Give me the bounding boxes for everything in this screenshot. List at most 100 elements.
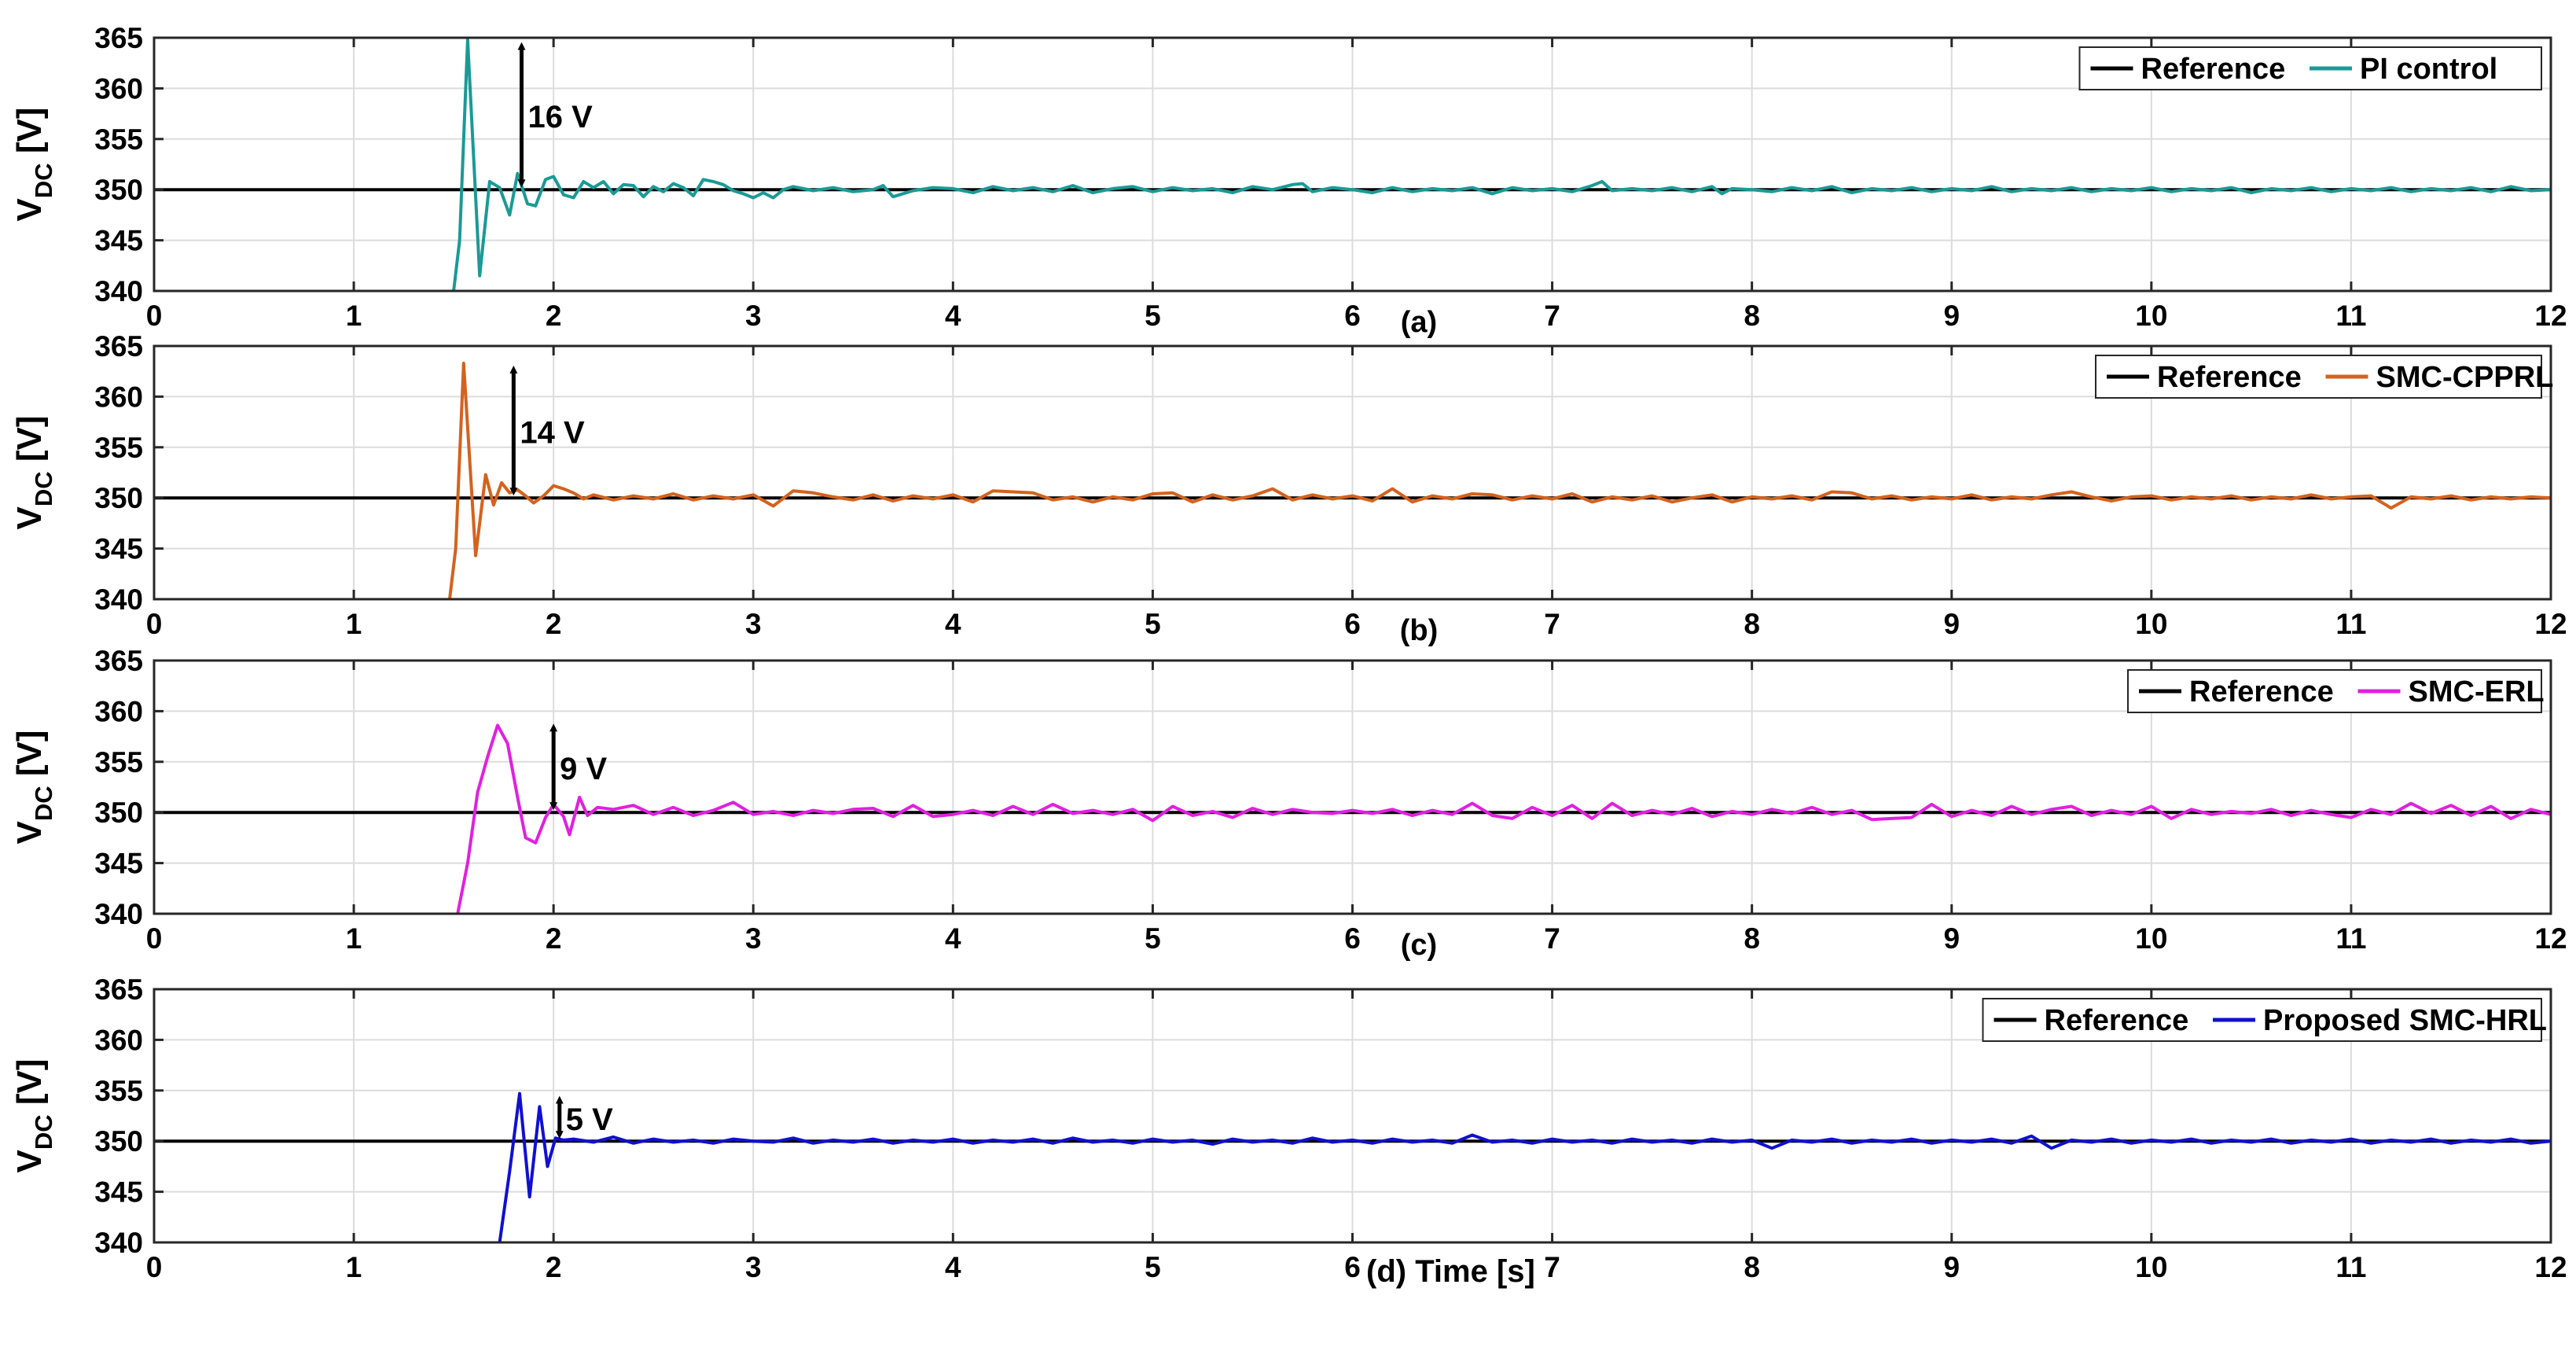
overshoot-label: 14 V (520, 416, 585, 451)
x-tick-label: 8 (1744, 922, 1760, 955)
panel-caption: (c) (1401, 929, 1437, 962)
y-tick-label: 340 (94, 1227, 143, 1259)
x-tick-label: 11 (2335, 1251, 2366, 1283)
overshoot-label: 5 V (566, 1102, 613, 1137)
x-tick-label: 2 (546, 1251, 562, 1283)
x-tick-label: 1 (346, 608, 362, 640)
x-tick-label: 11 (2335, 300, 2366, 332)
x-tick-label: 5 (1145, 608, 1161, 640)
y-tick-label: 360 (94, 381, 143, 413)
x-tick-label: 9 (1943, 300, 1960, 332)
y-tick-label: 340 (94, 275, 143, 307)
y-tick-label: 355 (94, 1075, 143, 1107)
y-tick-label: 350 (94, 797, 143, 829)
panel-caption: (b) (1400, 614, 1439, 647)
legend-label: SMC-ERL (2409, 675, 2545, 708)
x-tick-label: 0 (146, 1251, 163, 1283)
y-tick-label: 355 (94, 432, 143, 464)
series-line (498, 1091, 2551, 1242)
x-tick-label: 6 (1344, 300, 1361, 332)
x-tick-label: 6 (1344, 922, 1361, 955)
legend-box (2095, 355, 2542, 399)
panel-caption: (d) Time [s] (1366, 1254, 1535, 1289)
y-axis-label: VDC [V] (10, 415, 57, 529)
x-tick-label: 3 (745, 300, 762, 332)
y-tick-label: 350 (94, 174, 143, 206)
x-tick-label: 9 (1943, 608, 1960, 640)
y-tick-label: 340 (94, 583, 143, 616)
series-line (452, 38, 2551, 291)
x-tick-label: 4 (945, 608, 961, 640)
y-tick-label: 355 (94, 123, 143, 156)
x-tick-label: 5 (1145, 1251, 1161, 1283)
y-tick-label: 365 (94, 330, 143, 363)
x-tick-label: 9 (1943, 1251, 1960, 1283)
legend-label: Reference (2045, 1004, 2189, 1037)
y-tick-label: 345 (94, 848, 143, 880)
x-tick-label: 6 (1344, 608, 1361, 640)
y-axis-label: VDC [V] (10, 1058, 57, 1172)
x-tick-label: 3 (745, 922, 762, 955)
x-tick-label: 7 (1544, 922, 1560, 955)
x-tick-label: 1 (346, 300, 362, 332)
x-tick-label: 2 (546, 608, 562, 640)
x-tick-label: 0 (146, 608, 163, 640)
legend-label: SMC-CPPRL (2376, 361, 2554, 394)
x-tick-label: 10 (2135, 608, 2167, 640)
y-tick-label: 345 (94, 1176, 143, 1209)
legend-label: Reference (2189, 675, 2334, 708)
x-tick-label: 0 (146, 300, 163, 332)
legend-label: PI control (2360, 53, 2497, 86)
legend-label: Reference (2157, 361, 2302, 394)
y-tick-label: 360 (94, 695, 143, 727)
y-tick-label: 340 (94, 898, 143, 930)
x-tick-label: 10 (2135, 1251, 2167, 1283)
x-tick-label: 4 (945, 300, 961, 332)
x-tick-label: 7 (1544, 300, 1560, 332)
x-tick-label: 1 (346, 1251, 362, 1283)
x-tick-label: 8 (1744, 300, 1760, 332)
x-tick-label: 5 (1145, 300, 1161, 332)
panel-caption: (a) (1401, 306, 1437, 339)
x-tick-label: 8 (1744, 1251, 1760, 1283)
y-axis-label: VDC [V] (10, 107, 57, 221)
y-tick-label: 345 (94, 225, 143, 257)
y-tick-label: 355 (94, 746, 143, 778)
x-tick-label: 11 (2335, 608, 2366, 640)
x-tick-label: 12 (2534, 300, 2567, 332)
x-tick-label: 4 (945, 922, 961, 955)
overshoot-label: 16 V (528, 100, 593, 134)
legend-box (1982, 998, 2542, 1042)
x-tick-label: 12 (2534, 608, 2567, 640)
x-tick-label: 11 (2335, 922, 2366, 955)
y-tick-label: 360 (94, 1024, 143, 1056)
x-tick-label: 10 (2135, 300, 2167, 332)
x-tick-label: 8 (1744, 608, 1760, 640)
legend-box (2127, 669, 2542, 713)
y-tick-label: 365 (94, 973, 143, 1006)
x-tick-label: 1 (346, 922, 362, 955)
x-tick-label: 12 (2534, 922, 2567, 955)
x-tick-label: 10 (2135, 922, 2167, 955)
y-tick-label: 360 (94, 72, 143, 105)
overshoot-label: 9 V (560, 752, 607, 786)
y-tick-label: 365 (94, 645, 143, 677)
x-tick-label: 9 (1943, 922, 1960, 955)
x-tick-label: 0 (146, 922, 163, 955)
x-tick-label: 3 (745, 1251, 762, 1283)
y-tick-label: 345 (94, 533, 143, 565)
y-tick-label: 365 (94, 22, 143, 54)
y-axis-label: VDC [V] (10, 730, 57, 844)
x-tick-label: 4 (945, 1251, 961, 1283)
x-tick-label: 6 (1344, 1251, 1361, 1283)
y-tick-label: 350 (94, 1125, 143, 1157)
x-tick-label: 7 (1544, 1251, 1560, 1283)
y-tick-label: 350 (94, 482, 143, 514)
x-tick-label: 3 (745, 608, 762, 640)
series-line (456, 723, 2551, 914)
x-tick-label: 12 (2534, 1251, 2567, 1283)
x-tick-label: 2 (546, 922, 562, 955)
